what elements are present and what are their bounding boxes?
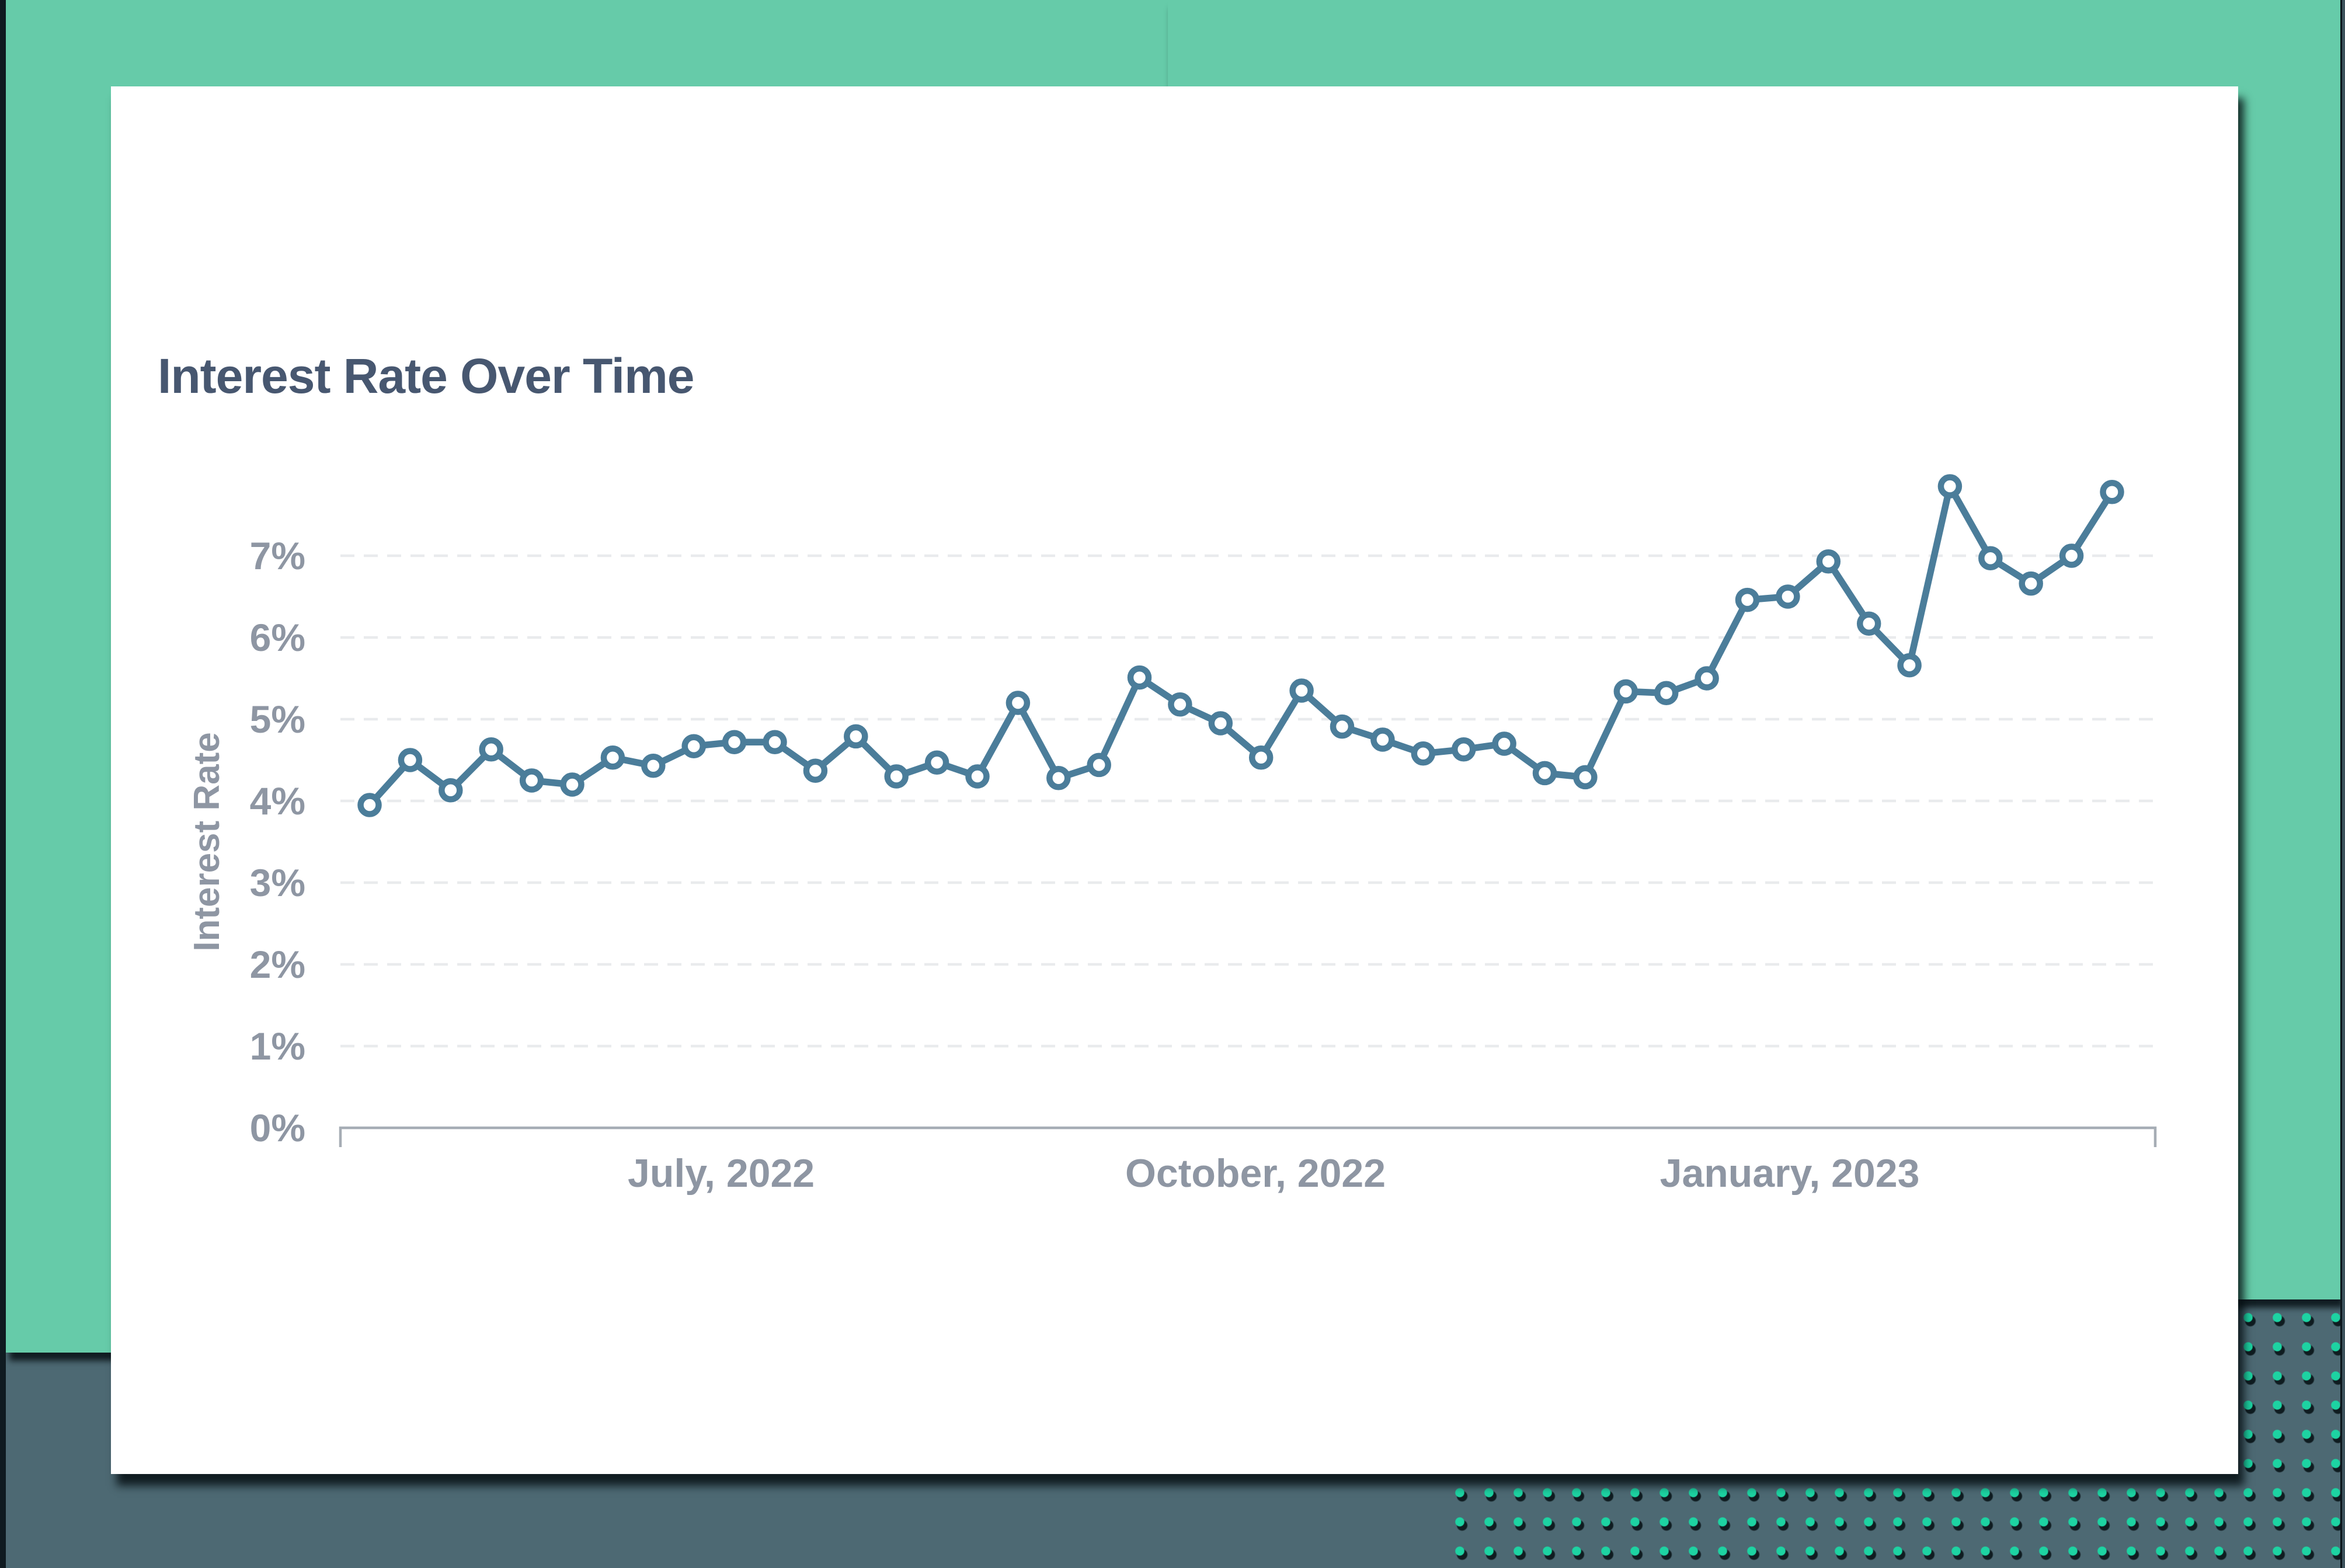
data-point-marker — [1654, 681, 1679, 705]
left-edge-border — [0, 0, 6, 1568]
line-chart: 0% 1% 2% 3% 4% 5% 6% 7% July, 2022 October, 2022 J… — [187, 474, 2157, 1196]
data-point-marker — [1776, 584, 1800, 609]
data-point-marker — [681, 734, 706, 758]
y-tick-label: 1% — [250, 1025, 305, 1068]
chart-title: Interest Rate Over Time — [158, 349, 695, 403]
data-point-marker — [1492, 731, 1516, 756]
data-point-marker — [1613, 679, 1638, 704]
data-point-marker — [2059, 543, 2084, 568]
y-tick-label: 2% — [250, 943, 305, 986]
right-edge-border — [2340, 0, 2345, 1568]
data-point-marker — [1289, 678, 1314, 703]
y-tick-label: 0% — [250, 1106, 305, 1149]
data-point-marker — [398, 748, 423, 772]
line-series — [366, 483, 2116, 809]
data-point-marker — [1978, 546, 2003, 570]
data-point-marker — [1168, 692, 1192, 717]
data-point-marker — [519, 768, 544, 793]
data-point-marker — [1695, 666, 1719, 691]
chart-card: Interest Rate Over Time 0% 1% 2% 3% 4% 5% 6% 7%… — [111, 86, 2238, 1474]
data-point-marker — [1046, 766, 1071, 790]
data-point-marker — [1127, 665, 1152, 690]
data-point-marker — [1856, 611, 1881, 636]
data-point-marker — [479, 737, 503, 762]
data-point-marker — [1208, 711, 1233, 736]
data-point-marker — [2100, 480, 2124, 504]
data-point-marker — [1937, 474, 1963, 499]
data-point-marker — [1330, 714, 1355, 739]
data-point-marker — [1735, 587, 1760, 612]
data-point-marker — [1573, 765, 1598, 790]
data-point-marker — [722, 730, 747, 754]
data-point-marker — [1411, 741, 1436, 766]
data-point-marker — [924, 750, 949, 775]
y-tick-label: 6% — [250, 616, 305, 659]
data-point-marker — [884, 764, 909, 789]
data-point-marker — [2019, 571, 2043, 596]
data-point-marker — [600, 745, 625, 770]
data-point-marker — [803, 758, 828, 783]
y-tick-label: 7% — [250, 534, 305, 577]
data-point-marker — [560, 772, 584, 797]
data-point-marker — [439, 778, 463, 803]
data-point-marker — [1248, 745, 1274, 770]
data-point-marker — [1370, 727, 1395, 752]
data-point-marker — [1006, 691, 1031, 715]
y-tick-label: 5% — [250, 698, 305, 741]
data-point-marker — [1532, 761, 1557, 786]
x-tick-label: July, 2022 — [628, 1151, 815, 1196]
data-point-marker — [1087, 752, 1111, 778]
data-point-marker — [763, 730, 787, 754]
x-tick-label: January, 2023 — [1660, 1151, 1920, 1196]
data-point-marker — [965, 764, 990, 789]
data-point-marker — [1451, 737, 1476, 762]
data-point-marker — [844, 724, 868, 749]
data-point-marker — [1816, 549, 1841, 574]
data-point-marker — [357, 793, 382, 817]
y-axis-title: Interest Rate — [187, 732, 227, 952]
x-axis-line — [339, 1126, 2157, 1147]
data-point-marker — [641, 754, 666, 778]
x-tick-label: October, 2022 — [1125, 1151, 1386, 1196]
y-tick-label: 4% — [250, 779, 305, 823]
data-point-marker — [1897, 653, 1922, 678]
y-tick-label: 3% — [250, 861, 305, 904]
